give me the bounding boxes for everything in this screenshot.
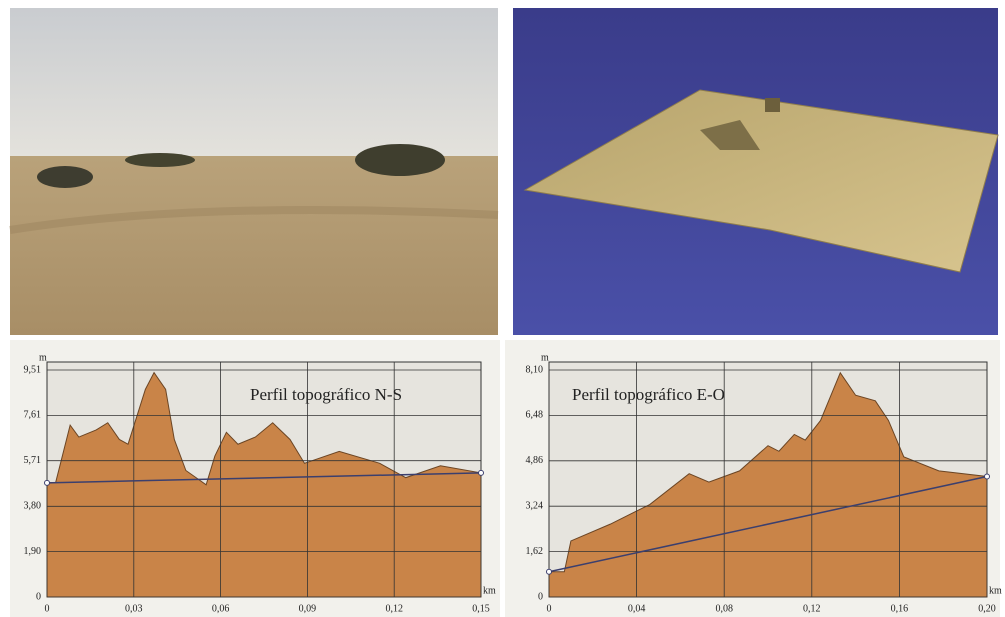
chart-title: Perfil topográfico N-S (250, 385, 402, 404)
photo-dunes (10, 8, 498, 335)
reference-point (547, 569, 552, 574)
y-axis-label: m (39, 352, 47, 363)
y-tick-label: 6,48 (526, 410, 544, 421)
y-tick-label: 8,10 (526, 364, 544, 375)
chart-title: Perfil topográfico E-O (572, 385, 725, 404)
page: {"chart_data": [ {"type": "area", "title… (0, 0, 1005, 617)
y-tick-label: 0 (538, 591, 543, 602)
x-tick-label: 0,20 (978, 603, 996, 614)
x-tick-label: 0,03 (125, 603, 143, 614)
y-tick-label: 1,90 (24, 546, 42, 557)
x-axis-label: km (989, 585, 1002, 596)
y-tick-label: 4,86 (526, 455, 544, 466)
y-tick-label: 3,24 (526, 500, 544, 511)
terrain-render (513, 8, 998, 335)
x-tick-label: 0 (45, 603, 50, 614)
x-tick-label: 0,08 (715, 603, 733, 614)
reference-point (985, 474, 990, 479)
reference-point (45, 480, 50, 485)
figure: 0 1,90 3,80 5,71 7,61 9,51 0 0,03 0,06 0,09 0,12 0,… (0, 0, 1005, 617)
y-tick-label: 5,71 (24, 455, 42, 466)
y-tick-label: 7,61 (24, 410, 42, 421)
y-tick-label: 1,62 (526, 546, 544, 557)
x-axis-label: km (483, 585, 496, 596)
x-tick-label: 0,06 (212, 603, 230, 614)
y-axis-label: m (541, 352, 549, 363)
x-tick-label: 0 (547, 603, 552, 614)
y-tick-label: 3,80 (24, 501, 42, 512)
x-tick-label: 0,04 (628, 603, 646, 614)
y-tick-label: 9,51 (24, 364, 42, 375)
y-tick-label: 0 (36, 591, 41, 602)
reference-point (479, 470, 484, 475)
x-tick-label: 0,09 (299, 603, 317, 614)
x-tick-label: 0,12 (385, 603, 403, 614)
x-tick-label: 0,16 (891, 603, 909, 614)
x-tick-label: 0,12 (803, 603, 821, 614)
x-tick-label: 0,15 (472, 603, 490, 614)
